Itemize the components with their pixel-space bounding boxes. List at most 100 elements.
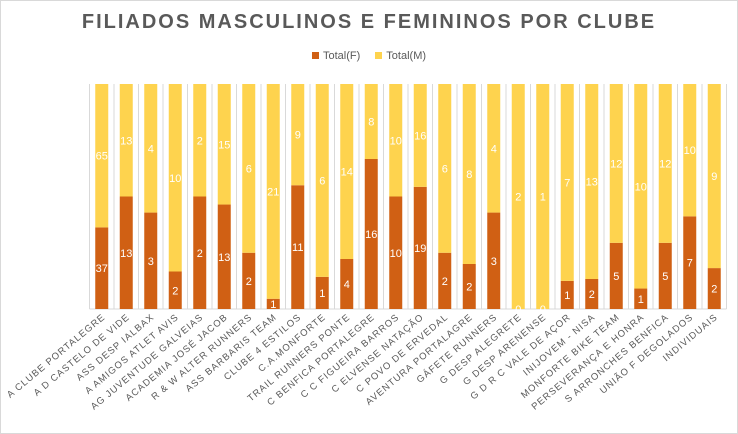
bar-male <box>217 84 231 205</box>
bar-male <box>438 84 452 253</box>
data-label-male: 6 <box>319 175 325 187</box>
data-label-male: 4 <box>491 143 497 155</box>
data-label-male: 2 <box>197 135 203 147</box>
legend-swatch-female <box>311 52 319 59</box>
bar-female <box>413 186 427 309</box>
bar-female <box>609 242 623 309</box>
data-label-female: 7 <box>687 258 693 270</box>
data-label-male: 13 <box>586 177 598 189</box>
data-label-female: 0 <box>540 304 546 316</box>
data-label-male: 12 <box>610 158 622 170</box>
data-label-female: 0 <box>515 304 521 316</box>
data-label-female: 2 <box>711 284 717 296</box>
bar-female <box>315 276 329 309</box>
data-label-female: 3 <box>491 256 497 268</box>
bar-female <box>95 227 109 309</box>
bar-female <box>487 212 501 309</box>
legend-item-female: Total(F) <box>311 50 361 62</box>
data-label-female: 11 <box>292 242 303 254</box>
bar-female <box>168 271 182 309</box>
bar-male <box>511 84 525 309</box>
data-label-male: 10 <box>684 145 696 157</box>
bar-male <box>585 84 599 279</box>
data-label-male: 7 <box>564 177 570 189</box>
bar-female <box>193 196 207 309</box>
bar-female <box>144 212 158 309</box>
bar-male <box>634 84 648 289</box>
bar-female <box>364 159 378 309</box>
bar-male <box>658 84 672 243</box>
data-label-male: 16 <box>414 130 426 142</box>
legend-item-male: Total(M) <box>375 50 426 62</box>
data-label-male: 6 <box>246 163 252 175</box>
bar-male <box>315 84 329 277</box>
data-label-male: 1 <box>540 192 546 204</box>
bar-male <box>119 84 133 197</box>
bar-male <box>560 84 574 281</box>
bar-female <box>585 279 599 309</box>
bar-male <box>609 84 623 243</box>
data-label-male: 8 <box>466 169 472 181</box>
bar-male <box>242 84 256 253</box>
data-label-female: 1 <box>270 299 276 311</box>
bar-male <box>364 84 378 159</box>
data-label-female: 2 <box>589 289 595 301</box>
bar-male <box>707 84 721 269</box>
data-label-male: 14 <box>341 167 353 179</box>
bar-male <box>168 84 182 272</box>
bar-female <box>634 288 648 309</box>
data-label-female: 4 <box>344 279 350 291</box>
bar-female <box>217 204 231 309</box>
bar-male <box>413 84 427 187</box>
bar-female <box>389 196 403 309</box>
legend-swatch-male <box>375 52 383 59</box>
data-label-female: 16 <box>365 229 377 241</box>
data-label-female: 1 <box>564 290 570 302</box>
bar-female <box>340 259 354 309</box>
data-label-female: 2 <box>246 276 252 288</box>
data-label-female: 19 <box>414 243 426 255</box>
bar-female <box>707 268 721 309</box>
data-label-male: 13 <box>120 135 132 147</box>
data-label-female: 13 <box>120 248 132 260</box>
bar-male <box>683 84 697 217</box>
bar-female <box>438 252 452 309</box>
bar-female <box>291 185 305 309</box>
data-label-male: 2 <box>515 192 521 204</box>
data-label-female: 2 <box>197 248 203 260</box>
bar-female <box>462 264 476 309</box>
data-label-female: 2 <box>466 282 472 294</box>
data-label-male: 15 <box>218 139 230 151</box>
bar-female <box>266 298 280 309</box>
data-label-male: 6 <box>442 163 448 175</box>
bar-male <box>462 84 476 264</box>
data-label-male: 65 <box>96 151 108 163</box>
data-label-female: 2 <box>172 285 178 297</box>
data-label-male: 21 <box>267 186 279 198</box>
bar-female <box>242 252 256 309</box>
bar-male <box>389 84 403 197</box>
data-label-male: 10 <box>169 173 181 185</box>
chart-legend: Total(F) Total(M) <box>0 50 738 62</box>
data-label-female: 5 <box>613 271 619 283</box>
data-label-female: 2 <box>442 276 448 288</box>
bar-male <box>536 84 550 309</box>
bar-male <box>487 84 501 213</box>
bar-female <box>658 242 672 309</box>
legend-label-female: Total(F) <box>322 50 361 62</box>
bar-male <box>193 84 207 197</box>
data-label-male: 8 <box>368 117 374 129</box>
data-label-female: 3 <box>148 256 154 268</box>
data-label-female: 1 <box>638 294 644 306</box>
data-label-male: 4 <box>148 143 154 155</box>
bar-male <box>291 84 305 186</box>
data-label-female: 37 <box>96 263 108 275</box>
data-label-male: 10 <box>390 135 402 147</box>
data-label-male: 10 <box>635 181 647 193</box>
data-label-female: 1 <box>319 288 325 300</box>
bar-female <box>560 280 574 309</box>
bar-male <box>95 84 109 228</box>
data-label-male: 12 <box>659 158 671 170</box>
bar-female <box>683 216 697 309</box>
bar-male <box>144 84 158 213</box>
